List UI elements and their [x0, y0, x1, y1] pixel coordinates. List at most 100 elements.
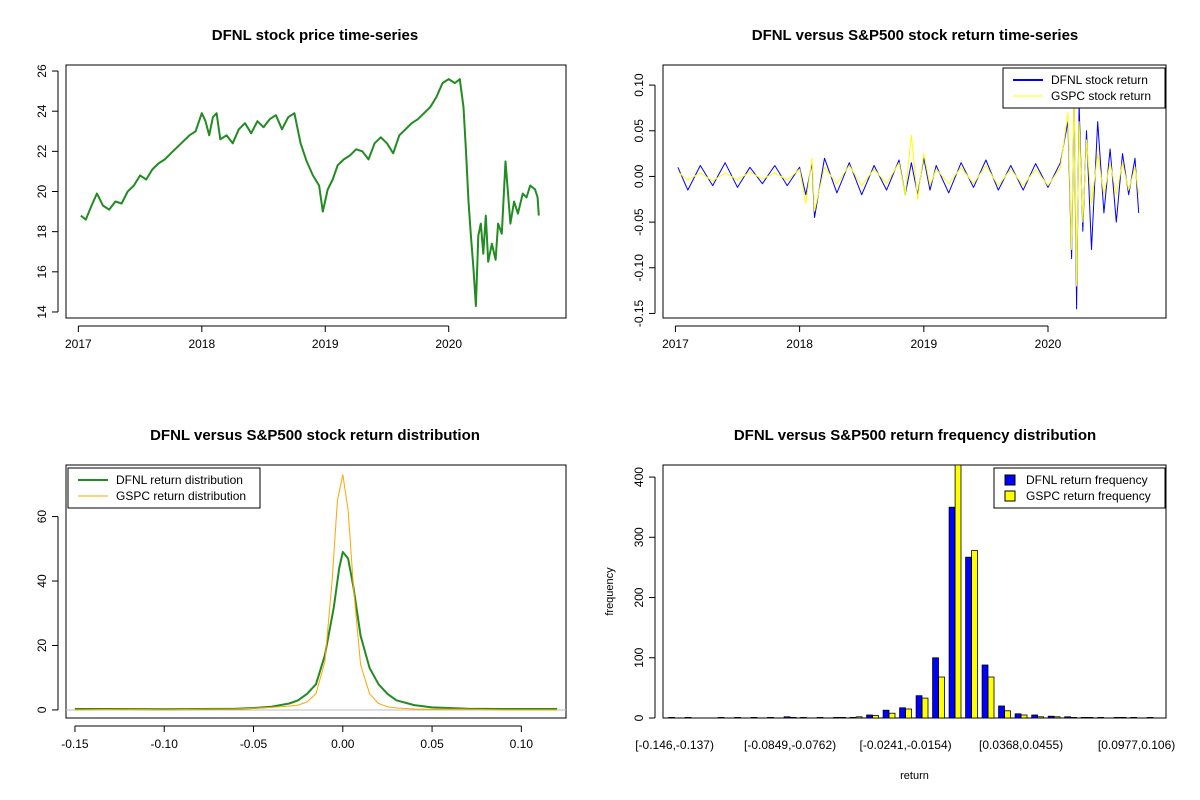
bar-dfnl: [750, 717, 758, 719]
series-line-dfnl-price: [80, 78, 540, 307]
y-tick-label-1: 24: [35, 104, 49, 118]
x-category-label: [-0.0849,-0.0762): [744, 738, 836, 752]
legend-box-4: [993, 467, 1166, 509]
bar-dfnl: [948, 506, 956, 719]
y-tick-label-3: 20: [35, 638, 49, 652]
x-category-label: [-0.146,-0.137): [635, 738, 714, 752]
bar-dfnl: [965, 556, 972, 719]
bar-dfnl: [1130, 717, 1137, 719]
x-tick-label-3: -0.05: [240, 737, 268, 751]
bar-gspc: [1086, 717, 1094, 719]
legend-label-2: DFNL stock return: [1051, 73, 1148, 87]
y-tick-label-2: 0.00: [632, 164, 646, 188]
y-tick-label-3: 0: [35, 706, 49, 713]
y-tick-label-1: 22: [35, 144, 49, 158]
y-tick-label-3: 60: [35, 510, 49, 524]
y-tick-label-1: 18: [35, 225, 49, 239]
legend-box-3: [67, 467, 261, 509]
x-tick-label-1: 2019: [312, 337, 339, 351]
plot-frame-2: [662, 64, 1167, 319]
y-axis-label: frequency: [604, 567, 616, 616]
x-axis-label: return: [900, 770, 929, 782]
x-tick-label-1: 2018: [188, 337, 215, 351]
legend-swatch-4: [1004, 474, 1016, 486]
x-tick-label-2: 2020: [1035, 337, 1062, 351]
bar-dfnl: [800, 717, 807, 719]
legend-box-2: [1002, 67, 1166, 109]
bar-dfnl: [866, 714, 873, 719]
bar-dfnl: [816, 717, 824, 719]
x-tick-label-2: 2018: [786, 337, 813, 351]
chart-title-3: DFNL versus S&P500 stock return distribu…: [150, 427, 480, 444]
x-tick-label-3: -0.15: [61, 737, 89, 751]
y-tick-label-2: -0.05: [632, 208, 646, 236]
bar-gspc: [938, 676, 945, 719]
bar-dfnl: [1047, 715, 1055, 719]
bar-dfnl: [668, 717, 675, 719]
y-tick-label-1: 16: [35, 265, 49, 279]
bar-gspc: [888, 712, 896, 719]
bar-dfnl: [899, 707, 906, 719]
plot-frame-1: [65, 64, 567, 319]
chart-title-1: DFNL stock price time-series: [212, 27, 418, 44]
y-tick-label-1: 20: [35, 185, 49, 199]
bar-dfnl: [684, 717, 692, 719]
legend-label-2: GSPC stock return: [1051, 89, 1151, 103]
bar-dfnl: [833, 717, 840, 719]
series-line-dfnl-return: [677, 93, 1140, 310]
x-tick-label-1: 2020: [435, 337, 462, 351]
bar-gspc: [1070, 717, 1077, 719]
bar-dfnl: [1113, 717, 1121, 719]
legend-swatch-4: [1004, 490, 1016, 502]
bar-dfnl: [1014, 713, 1022, 719]
legend-label-3: GSPC return distribution: [116, 489, 246, 503]
bar-gspc: [1020, 714, 1028, 719]
y-tick-label-2: -0.15: [632, 299, 646, 327]
x-tick-label-1: 2017: [65, 337, 92, 351]
plot-frame-4: [662, 464, 1167, 719]
bar-gspc: [872, 715, 879, 719]
bar-dfnl: [915, 695, 923, 719]
y-tick-label-4: 200: [632, 587, 646, 607]
bar-gspc: [971, 550, 978, 719]
y-tick-label-3: 40: [35, 574, 49, 588]
bar-dfnl: [932, 657, 939, 719]
bar-dfnl: [783, 716, 791, 719]
bar-dfnl: [1097, 717, 1104, 719]
legend-label-3: DFNL return distribution: [116, 473, 243, 487]
bar-dfnl: [882, 709, 890, 719]
y-tick-label-2: 0.10: [632, 73, 646, 97]
bar-gspc: [1119, 717, 1127, 719]
bar-dfnl: [734, 717, 741, 719]
y-tick-label-1: 26: [35, 64, 49, 78]
bar-gspc: [954, 464, 962, 719]
series-line-gspc-return: [677, 93, 1140, 287]
bar-gspc: [1037, 716, 1044, 719]
bar-dfnl: [981, 664, 989, 719]
y-tick-label-4: 300: [632, 527, 646, 547]
series-line-dfnl-density: [74, 551, 558, 711]
bar-gspc: [1053, 716, 1061, 719]
x-tick-label-2: 2017: [662, 337, 689, 351]
bar-dfnl: [767, 717, 774, 719]
bar-dfnl: [1146, 717, 1154, 719]
y-tick-label-2: -0.10: [632, 254, 646, 282]
x-category-label: [-0.0241,-0.0154): [860, 738, 952, 752]
bar-dfnl: [1031, 714, 1038, 719]
bar-gspc: [921, 697, 929, 719]
x-category-label: [0.0977,0.106): [1098, 738, 1175, 752]
bar-gspc: [855, 716, 863, 719]
x-tick-label-3: 0.00: [331, 737, 355, 751]
chart-title-2: DFNL versus S&P500 stock return time-ser…: [752, 27, 1079, 44]
x-tick-label-2: 2019: [910, 337, 937, 351]
x-category-label: [0.0368,0.0455): [979, 738, 1063, 752]
bar-dfnl: [1080, 717, 1088, 719]
bar-dfnl: [717, 717, 725, 719]
bar-gspc: [789, 717, 797, 719]
legend-label-4: GSPC return frequency: [1026, 489, 1151, 503]
bar-gspc: [987, 676, 995, 719]
bar-dfnl: [849, 717, 857, 719]
bar-gspc: [839, 717, 846, 719]
